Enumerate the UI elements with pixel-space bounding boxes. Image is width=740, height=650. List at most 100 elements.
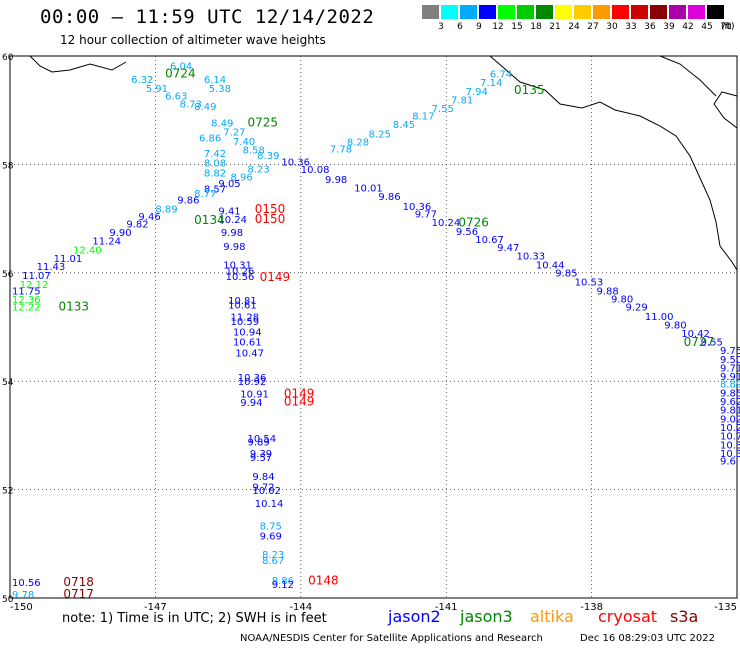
wave-height-value: 9.57 [250, 453, 272, 464]
satellite-name: s3a [670, 607, 699, 626]
legend-label: 36 [644, 22, 656, 32]
wave-height-value: 9.02 [720, 414, 740, 425]
wave-height-value: 11.28 [231, 312, 260, 323]
wave-height-value: 10.94 [233, 328, 262, 339]
wave-height-value: 10.31 [223, 260, 252, 271]
wave-height-value: 10.56 [226, 272, 255, 283]
lon-tick-label: -147 [144, 602, 167, 613]
wave-height-values: 6.046.325.916.638.738.497.277.408.588.39… [12, 62, 740, 601]
wave-height-value: 9.85 [720, 388, 740, 399]
legend-label: 42 [682, 22, 694, 32]
lat-tick-label: 54 [2, 378, 14, 388]
wave-height-value: 9.56 [456, 227, 478, 238]
lat-lon-grid [9, 55, 738, 599]
wave-height-value: 6.74 [490, 70, 512, 81]
legend-label: 18 [530, 22, 542, 32]
wave-height-value: 10.67 [475, 235, 504, 246]
legend-swatch [479, 5, 496, 19]
wave-height-value: 9.98 [221, 228, 243, 239]
wave-height-value: 11.43 [37, 262, 66, 273]
lon-tick-label: -138 [580, 602, 603, 613]
coastline-path [29, 55, 738, 271]
wave-height-value: 8.49 [194, 102, 216, 113]
pass-number-label: 0149 [284, 386, 315, 400]
satellite-name: jason2 [388, 607, 441, 626]
pass-number-label: 0725 [247, 115, 278, 129]
wave-height-value: 9.86 [177, 195, 199, 206]
legend-label: 27 [587, 22, 599, 32]
wave-height-value: 10.35 [720, 440, 740, 451]
wave-height-value: 8.73 [180, 99, 202, 110]
wave-height-value: 8.67 [262, 556, 284, 567]
wave-height-value: 9.6 [720, 457, 736, 468]
pass-number-label: 0134 [194, 213, 225, 227]
wave-height-value: 10.29 [720, 423, 740, 434]
legend-label: 39 [663, 22, 675, 32]
wave-height-value: 7.78 [330, 144, 352, 155]
wave-height-value: 10.36 [403, 202, 432, 213]
wave-height-value: 9.85 [555, 269, 577, 280]
wave-height-value: 10.02 [252, 486, 281, 497]
legend-swatch [707, 5, 724, 19]
wave-height-value: 9.39 [250, 449, 272, 460]
legend-label: 6 [457, 22, 463, 32]
wave-height-value: 7.81 [451, 96, 473, 107]
wave-height-value: 10.01 [354, 184, 383, 195]
wave-height-value: 8.23 [247, 165, 269, 176]
pass-number-label: 0148 [308, 573, 339, 587]
satellite-name: cryosat [598, 607, 658, 626]
legend-swatch [650, 5, 667, 19]
lon-tick-label: -135 [714, 602, 737, 613]
wave-height-value: 9.80 [611, 295, 633, 306]
wave-height-value: 8.75 [260, 522, 282, 533]
wave-height-value: 9.88 [596, 286, 618, 297]
pass-number-label: 0135 [514, 83, 545, 97]
pass-number-label: 0149 [284, 395, 315, 409]
legend-swatch [422, 5, 439, 19]
credit-date: Dec 16 08:29:03 UTC 2022 [580, 633, 715, 644]
wave-height-value: 11.07 [22, 271, 51, 282]
satellite-name: altika [530, 607, 574, 626]
page-title: 00:00 – 11:59 UTC 12/14/2022 [40, 6, 375, 28]
wave-height-value: 9.05 [218, 179, 240, 190]
wave-height-value: 7.94 [466, 87, 488, 98]
wave-height-value: 9.94 [240, 398, 262, 409]
legend-label: 70 [720, 22, 732, 32]
wave-height-value: 11.24 [92, 237, 121, 248]
lat-tick-label: 56 [2, 270, 14, 280]
legend-swatch [536, 5, 553, 19]
wave-height-value: 9.29 [626, 303, 648, 314]
wave-height-value: 10.92 [238, 377, 267, 388]
legend-swatch [460, 5, 477, 19]
wave-height-value: 7.42 [204, 149, 226, 160]
wave-height-value: 9.98 [223, 242, 245, 253]
wave-height-value: 9.90 [109, 228, 131, 239]
wave-height-value: 9.77 [415, 210, 437, 221]
wave-height-value: 8.96 [231, 173, 253, 184]
wave-height-value: 7.14 [480, 78, 502, 89]
legend-unit: (ft) [721, 22, 735, 32]
lon-tick-label: -144 [289, 602, 312, 613]
wave-height-value: 9.12 [272, 580, 294, 591]
satellite-name: jason3 [460, 607, 513, 626]
wave-height-value: 9.78 [12, 590, 34, 601]
wave-height-value: 11.00 [645, 312, 674, 323]
wave-height-value: 10.33 [516, 251, 545, 262]
legend-swatch [517, 5, 534, 19]
wave-height-value: 10.53 [575, 277, 604, 288]
wave-height-value: 12.40 [73, 245, 102, 256]
legend-label: 24 [568, 22, 580, 32]
wave-height-value: 8.28 [347, 137, 369, 148]
legend-swatch [441, 5, 458, 19]
wave-height-value: 10.81 [228, 296, 257, 307]
map-frame [9, 55, 738, 599]
legend-label: 45 [701, 22, 713, 32]
wave-height-value: 10.54 [247, 434, 276, 445]
coastline [29, 55, 738, 271]
wave-height-value: 9.86 [378, 192, 400, 203]
pass-number-label: 0718 [63, 575, 94, 589]
wave-height-value: 10.44 [536, 260, 565, 271]
wave-height-value: 9.91 [720, 372, 740, 383]
legend-label: 12 [492, 22, 504, 32]
